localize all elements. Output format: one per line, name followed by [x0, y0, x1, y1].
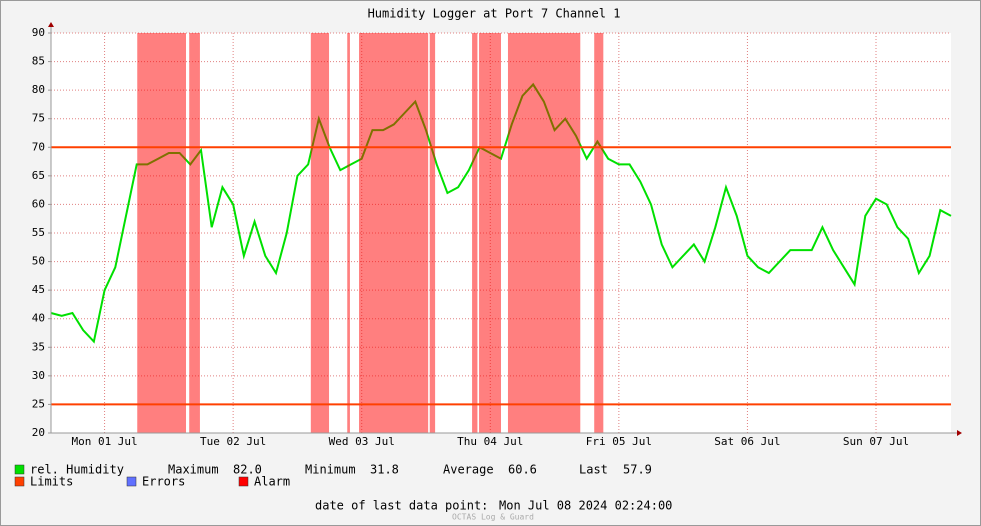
legend-swatch — [14, 476, 25, 487]
x-tick-label: Sun 07 Jul — [843, 435, 909, 448]
alarm-period — [310, 33, 330, 433]
y-tick-label: 75 — [32, 112, 45, 125]
y-tick-label: 25 — [32, 397, 45, 410]
x-tick-label: Thu 04 Jul — [457, 435, 523, 448]
footer-date: Mon Jul 08 2024 02:24:00 — [499, 499, 672, 513]
stat-value: 57.9 — [623, 463, 652, 477]
legend-label: Limits — [30, 475, 73, 489]
alarm-period — [429, 33, 436, 433]
stat-value: 31.8 — [370, 463, 399, 477]
y-axis-arrow — [48, 22, 54, 27]
alarm-period — [347, 33, 350, 433]
stat-value: 60.6 — [508, 463, 537, 477]
y-tick-label: 90 — [32, 26, 45, 39]
y-tick-label: 40 — [32, 312, 45, 325]
y-tick-label: 80 — [32, 83, 45, 96]
x-tick-label: Wed 03 Jul — [329, 435, 395, 448]
watermark: OCTAS Log & Guard — [452, 513, 534, 522]
y-tick-label: 65 — [32, 169, 45, 182]
stat-label: Maximum — [168, 463, 219, 477]
alarm-period — [137, 33, 186, 433]
y-tick-label: 20 — [32, 426, 45, 439]
stat-label: Last — [579, 463, 608, 477]
y-tick-label: 70 — [32, 140, 45, 153]
stat-label: Average — [443, 463, 494, 477]
x-tick-label: Mon 01 Jul — [71, 435, 137, 448]
y-tick-label: 60 — [32, 197, 45, 210]
stat-label: Minimum — [305, 463, 356, 477]
footer-label: date of last data point: — [315, 499, 488, 513]
x-tick-label: Tue 02 Jul — [200, 435, 266, 448]
x-tick-label: Sat 06 Jul — [714, 435, 780, 448]
y-tick-label: 30 — [32, 369, 45, 382]
y-tick-label: 35 — [32, 340, 45, 353]
legend-label: Errors — [142, 475, 185, 489]
alarm-period — [359, 33, 429, 433]
alarm-period — [594, 33, 604, 433]
stat-value: 82.0 — [233, 463, 262, 477]
chart-title: Humidity Logger at Port 7 Channel 1 — [368, 7, 621, 21]
x-axis-arrow — [957, 430, 962, 436]
y-tick-label: 55 — [32, 226, 45, 239]
legend-label: Alarm — [254, 475, 290, 489]
legend-swatch — [126, 476, 137, 487]
legend-swatch — [14, 464, 25, 475]
alarm-period — [189, 33, 200, 433]
legend-swatch — [238, 476, 249, 487]
alarm-period — [472, 33, 478, 433]
y-tick-label: 85 — [32, 55, 45, 68]
y-tick-label: 50 — [32, 255, 45, 268]
y-tick-label: 45 — [32, 283, 45, 296]
alarm-period — [507, 33, 581, 433]
x-tick-label: Fri 05 Jul — [586, 435, 652, 448]
alarm-period — [479, 33, 501, 433]
legend-label: rel. Humidity — [30, 463, 124, 477]
